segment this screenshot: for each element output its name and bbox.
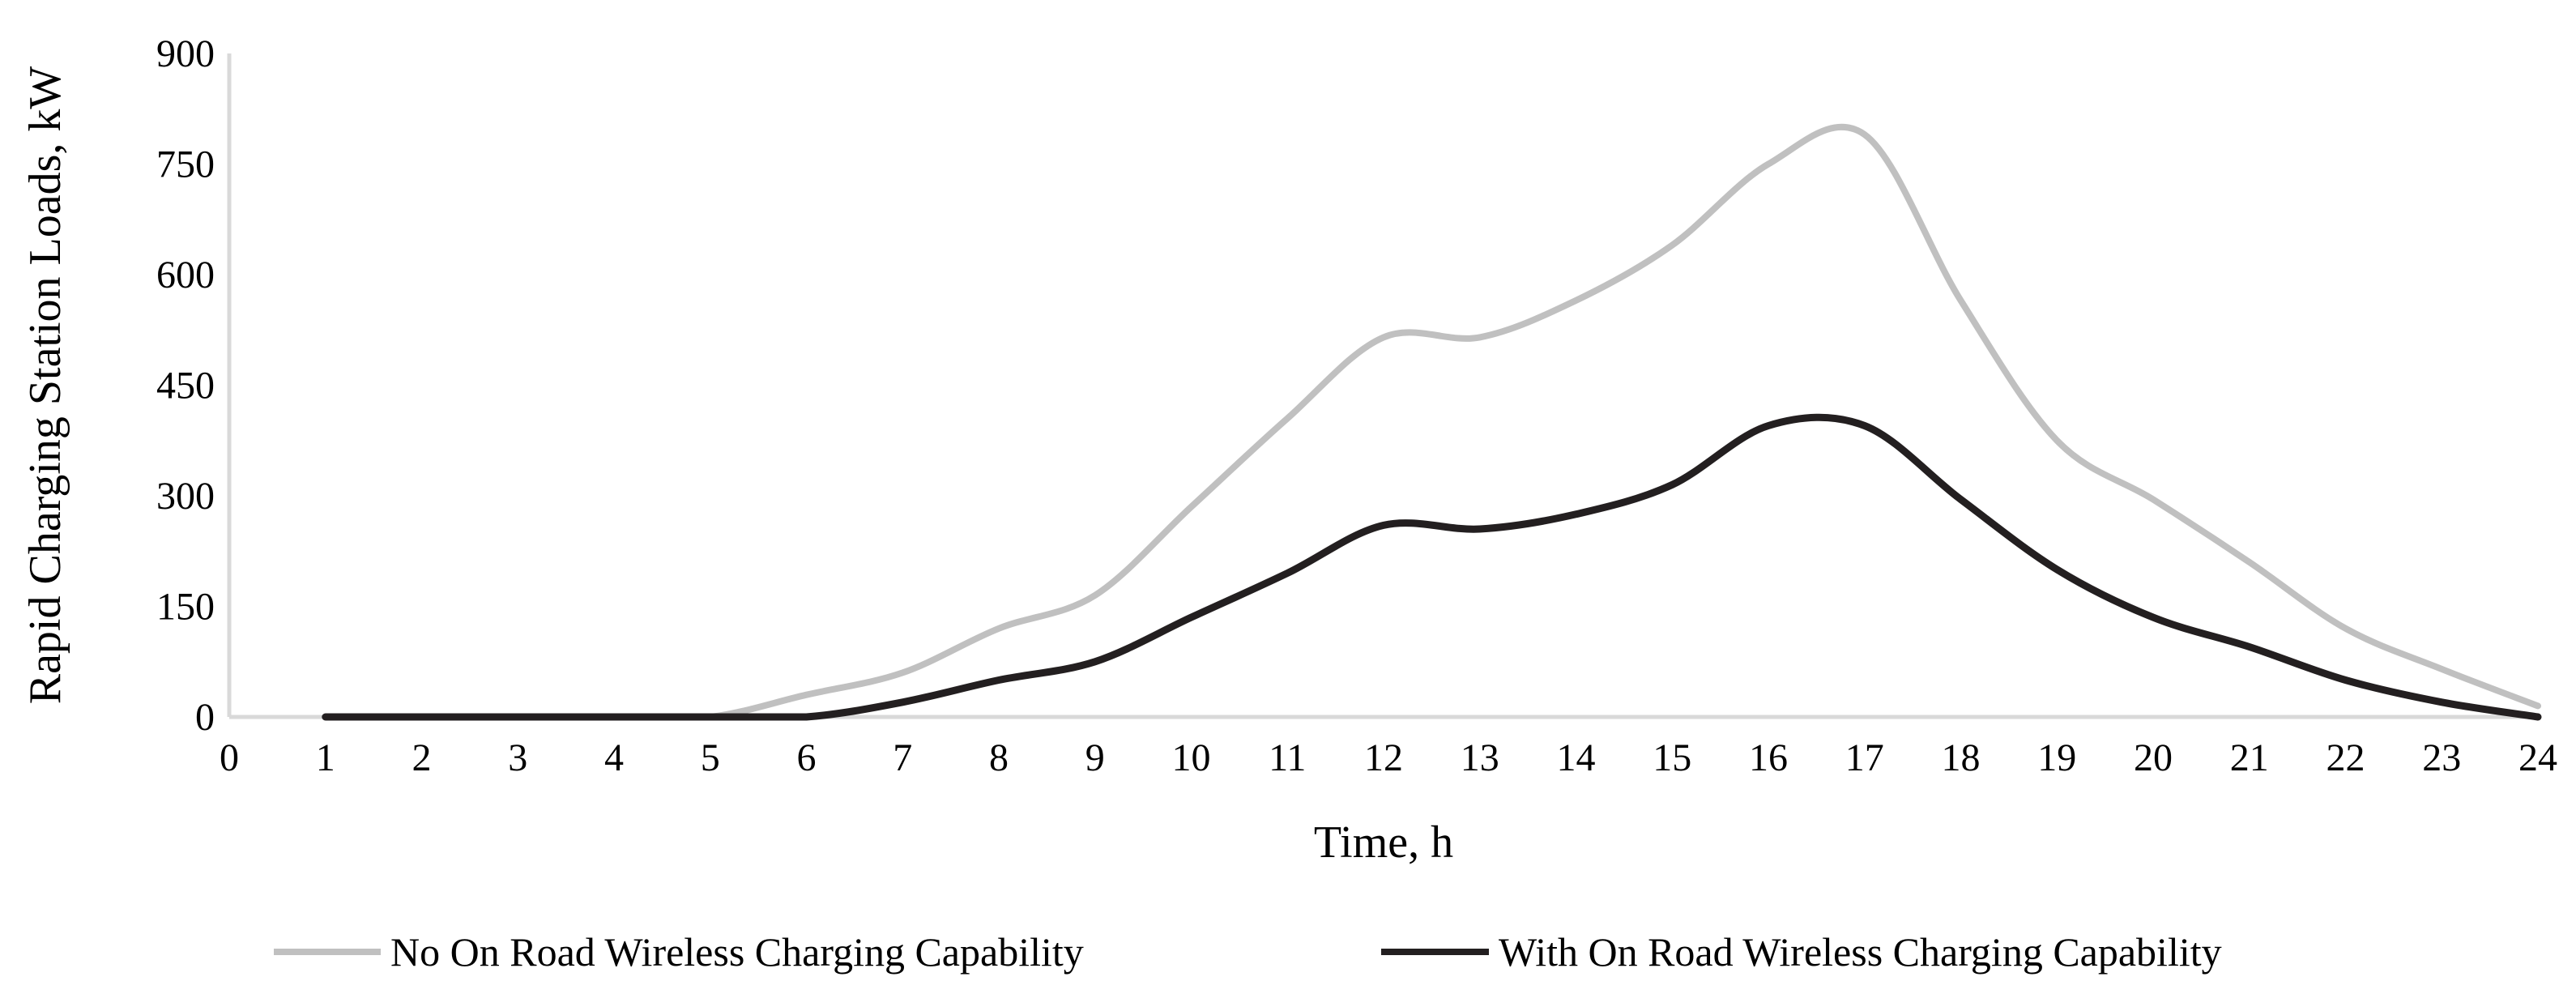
- x-tick-label: 18: [1942, 736, 1981, 779]
- x-tick-label: 17: [1845, 736, 1884, 779]
- x-tick-label: 7: [893, 736, 912, 779]
- x-tick-label: 3: [508, 736, 527, 779]
- x-tick-label: 9: [1085, 736, 1105, 779]
- x-tick-label: 15: [1653, 736, 1691, 779]
- x-tick-label: 19: [2037, 736, 2076, 779]
- legend-item-with-wireless: With On Road Wireless Charging Capabilit…: [1381, 929, 2222, 975]
- x-tick-label: 16: [1749, 736, 1788, 779]
- x-axis-title: Time, h: [1314, 817, 1453, 868]
- x-tick-label: 2: [412, 736, 432, 779]
- x-tick-label: 1: [316, 736, 335, 779]
- x-tick-label: 13: [1461, 736, 1499, 779]
- x-tick-label: 23: [2422, 736, 2461, 779]
- x-tick-label: 20: [2134, 736, 2173, 779]
- series-lines: [322, 123, 2542, 721]
- x-tick-label: 6: [797, 736, 817, 779]
- legend-label-no-wireless: No On Road Wireless Charging Capability: [390, 929, 1084, 975]
- x-tick-label: 24: [2518, 736, 2557, 779]
- legend: No On Road Wireless Charging Capability …: [274, 929, 2222, 975]
- y-tick-label: 900: [156, 32, 215, 75]
- y-tick-label: 750: [156, 143, 215, 186]
- x-tick-label: 14: [1557, 736, 1596, 779]
- x-tick-label: 8: [989, 736, 1009, 779]
- y-tick-label: 0: [195, 696, 215, 739]
- y-tick-label: 150: [156, 586, 215, 629]
- x-tick-label: 22: [2327, 736, 2365, 779]
- y-tick-label: 450: [156, 365, 215, 407]
- y-tick-label: 300: [156, 475, 215, 518]
- x-tick-label: 12: [1364, 736, 1403, 779]
- x-axis: 0 1 2 3 4 5 6 7 8 9 10 11 12 13 14 15 16 17 18 19 20 21 22 23 24: [220, 715, 2557, 779]
- y-tick-labels: 0 150 300 450 600 750 900: [156, 32, 215, 739]
- series-line-with-wireless: [322, 413, 2542, 721]
- y-axis-title: Rapid Charging Station Loads, kW: [20, 66, 70, 705]
- legend-item-no-wireless: No On Road Wireless Charging Capability: [274, 929, 1084, 975]
- x-tick-labels: 0 1 2 3 4 5 6 7 8 9 10 11 12 13 14 15 16 17 18 19 20 21 22 23 24: [220, 736, 2557, 779]
- x-tick-label: 21: [2230, 736, 2269, 779]
- y-axis: 0 150 300 450 600 750 900: [156, 32, 232, 739]
- series-line-no-wireless: [322, 123, 2541, 721]
- x-tick-label: 11: [1269, 736, 1306, 779]
- x-tick-label: 5: [701, 736, 720, 779]
- x-tick-label: 10: [1172, 736, 1211, 779]
- legend-label-with-wireless: With On Road Wireless Charging Capabilit…: [1499, 929, 2222, 975]
- y-tick-label: 600: [156, 254, 215, 296]
- x-tick-label: 4: [604, 736, 624, 779]
- x-tick-label: 0: [220, 736, 239, 779]
